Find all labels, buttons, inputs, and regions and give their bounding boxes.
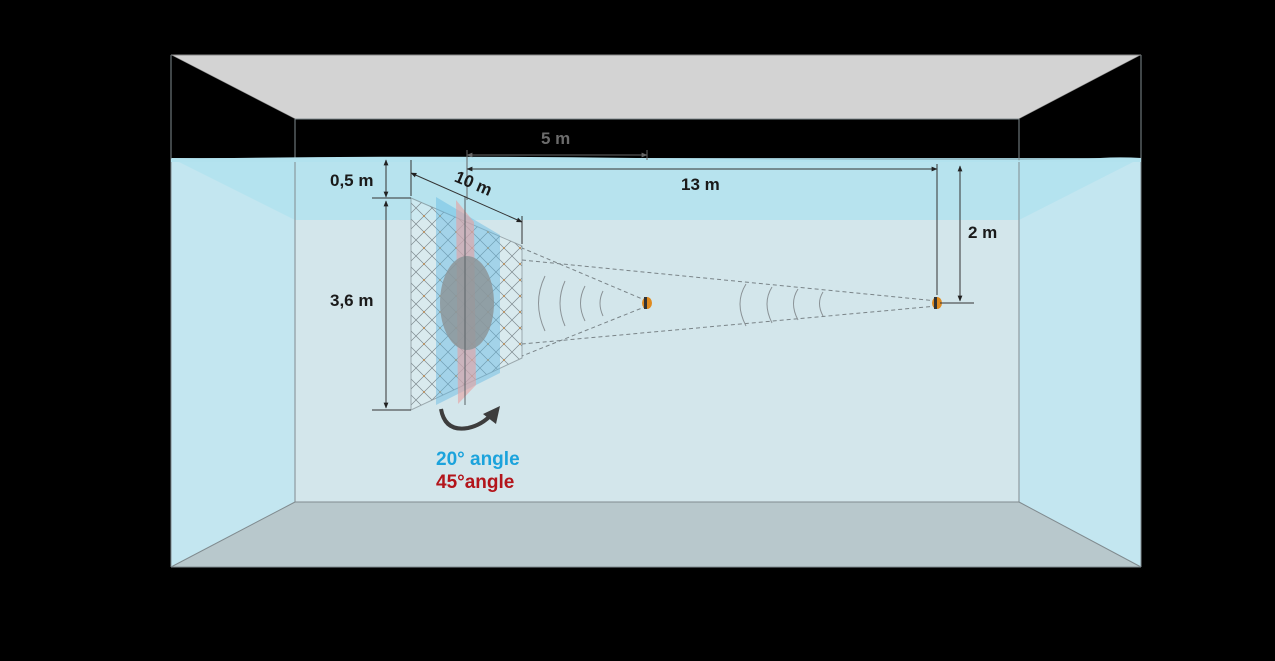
sound-waves-far: [739, 283, 824, 327]
label-3-6m: 3,6 m: [330, 291, 373, 310]
label-5m: 5 m: [541, 129, 570, 148]
tank-left-wall-water: [171, 158, 295, 567]
sound-waves-near: [538, 275, 604, 332]
water-surface-line: [171, 156, 1141, 162]
transducer-far: [932, 297, 942, 309]
label-45-degree-angle: 45°angle: [436, 472, 514, 493]
label-2m: 2 m: [968, 223, 997, 242]
tank-ceiling: [170, 54, 1142, 120]
target-disc: [440, 256, 494, 350]
water-surface-band: [171, 158, 1141, 220]
label-0-5m: 0,5 m: [330, 171, 373, 190]
label-20-degree-angle: 20° angle: [436, 449, 520, 470]
rotation-arrow-icon: [439, 406, 500, 431]
tank: [170, 54, 1142, 568]
tank-floor: [171, 502, 1141, 567]
dimension-lines: [372, 150, 974, 411]
transducer-near: [642, 297, 652, 309]
tank-right-wall-air: [1019, 55, 1141, 160]
tank-left-wall-air: [171, 55, 295, 160]
label-13m: 13 m: [681, 175, 720, 194]
sonar-beams: [521, 247, 938, 357]
net-target: [410, 196, 523, 411]
tank-right-wall-water: [1019, 158, 1141, 567]
